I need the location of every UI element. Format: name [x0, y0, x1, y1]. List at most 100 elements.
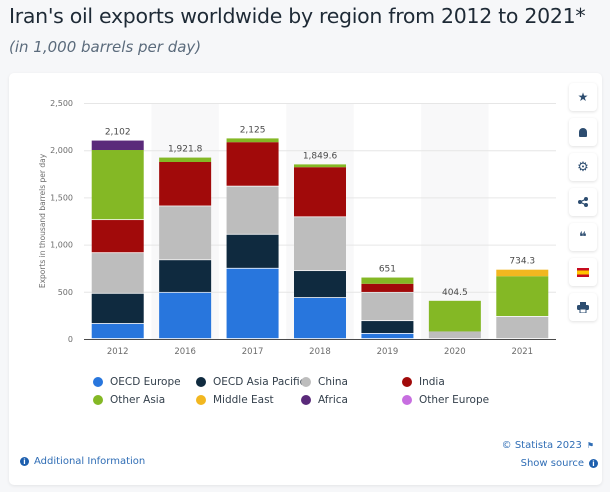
- x-tick-label: 2019: [377, 347, 399, 357]
- x-tick-label: 2018: [309, 347, 331, 357]
- additional-information-label: Additional Information: [34, 456, 146, 467]
- total-label: 2,125: [240, 125, 266, 135]
- bar-segment-oecd-asia-pacific[interactable]: [91, 293, 144, 324]
- share-button[interactable]: [569, 188, 597, 216]
- legend-item[interactable]: OECD Asia Pacific: [196, 376, 305, 388]
- legend-swatch: [402, 395, 412, 405]
- legend-swatch: [196, 377, 206, 387]
- bar-segment-india[interactable]: [91, 220, 144, 253]
- statista-copyright[interactable]: © Statista 2023 ⚑: [502, 440, 594, 451]
- page-title: Iran's oil exports worldwide by region f…: [9, 4, 586, 28]
- y-tick-label: 2,500: [50, 99, 73, 108]
- bar-segment-other-asia[interactable]: [91, 150, 144, 220]
- notification-button[interactable]: [569, 118, 597, 146]
- legend-swatch: [93, 395, 103, 405]
- total-label: 651: [379, 265, 396, 275]
- bar-segment-other-asia[interactable]: [496, 276, 549, 317]
- total-label: 734.3: [509, 257, 535, 267]
- bar-segment-china[interactable]: [294, 217, 346, 271]
- total-label: 2,102: [105, 128, 131, 138]
- total-label: 404.5: [442, 288, 468, 298]
- show-source-link[interactable]: Show source i: [521, 458, 598, 469]
- gear-icon: ⚙: [577, 159, 589, 175]
- legend-label: Middle East: [213, 394, 274, 406]
- bar-segment-oecd-asia-pacific[interactable]: [361, 321, 414, 334]
- bar-segment-oecd-europe[interactable]: [226, 268, 279, 339]
- x-tick-label: 2021: [511, 347, 533, 357]
- bar-segment-oecd-asia-pacific[interactable]: [294, 271, 346, 298]
- print-icon: [577, 301, 589, 313]
- bar-segment-india[interactable]: [159, 162, 212, 206]
- column-band: [421, 103, 489, 339]
- bar-segment-india[interactable]: [361, 283, 414, 292]
- legend-label: OECD Europe: [110, 376, 181, 388]
- copyright-label: © Statista 2023: [501, 440, 582, 451]
- legend-swatch: [93, 377, 103, 387]
- bar-segment-oecd-europe[interactable]: [361, 333, 414, 339]
- legend-label: Other Asia: [110, 394, 166, 406]
- cite-button[interactable]: ❝: [569, 223, 597, 251]
- favorite-button[interactable]: ★: [569, 83, 597, 111]
- bar-segment-china[interactable]: [159, 206, 212, 260]
- legend-item[interactable]: India: [402, 376, 445, 388]
- legend-item[interactable]: China: [301, 376, 348, 388]
- bar-segment-china[interactable]: [361, 292, 414, 321]
- bar-segment-china[interactable]: [226, 186, 279, 234]
- additional-information-link[interactable]: i Additional Information: [20, 456, 145, 467]
- bar-segment-oecd-asia-pacific[interactable]: [226, 234, 279, 268]
- share-icon: [578, 197, 588, 207]
- bar-segment-other-asia[interactable]: [361, 277, 414, 284]
- y-tick-label: 2,000: [50, 146, 73, 155]
- bell-icon: [579, 127, 587, 137]
- x-tick-label: 2016: [174, 347, 196, 357]
- bar-segment-middle-east[interactable]: [496, 269, 549, 277]
- bar-segment-africa[interactable]: [91, 140, 144, 151]
- bar-segment-china[interactable]: [91, 253, 144, 293]
- spain-flag-icon: [577, 267, 589, 277]
- total-label: 1,849.6: [303, 151, 338, 161]
- y-axis-label: Exports in thousand barrels per day: [38, 153, 47, 288]
- legend-swatch: [301, 377, 311, 387]
- language-button[interactable]: [569, 258, 597, 286]
- legend-swatch: [301, 395, 311, 405]
- legend-label: Other Europe: [419, 394, 490, 406]
- print-button[interactable]: [569, 293, 597, 321]
- bar-segment-oecd-europe[interactable]: [294, 297, 346, 339]
- info-icon: i: [20, 457, 29, 466]
- legend-swatch: [196, 395, 206, 405]
- legend-item[interactable]: Africa: [301, 394, 348, 406]
- y-tick-label: 1,500: [50, 193, 73, 202]
- x-tick-label: 2012: [107, 347, 129, 357]
- bar-segment-china[interactable]: [496, 316, 549, 339]
- bar-segment-other-asia[interactable]: [226, 138, 279, 143]
- legend-item[interactable]: OECD Europe: [93, 376, 181, 388]
- legend-swatch: [402, 377, 412, 387]
- y-tick-label: 500: [58, 288, 73, 297]
- y-tick-label: 0: [68, 335, 73, 344]
- legend-label: OECD Asia Pacific: [213, 376, 306, 388]
- bar-segment-china[interactable]: [428, 331, 481, 339]
- bar-segment-oecd-asia-pacific[interactable]: [159, 260, 212, 292]
- bar-segment-india[interactable]: [226, 142, 279, 186]
- legend-label: Africa: [318, 394, 348, 406]
- legend-item[interactable]: Other Europe: [402, 394, 489, 406]
- legend-item[interactable]: Middle East: [196, 394, 274, 406]
- star-icon: ★: [577, 90, 589, 104]
- y-tick-label: 1,000: [50, 241, 73, 250]
- x-tick-label: 2020: [444, 347, 466, 357]
- show-source-label: Show source: [520, 458, 584, 469]
- legend-item[interactable]: Other Asia: [93, 394, 165, 406]
- bar-segment-oecd-europe[interactable]: [91, 323, 144, 339]
- bar-segment-other-asia[interactable]: [294, 164, 346, 168]
- settings-button[interactable]: ⚙: [569, 153, 597, 181]
- bar-segment-india[interactable]: [294, 167, 346, 217]
- legend-label: China: [318, 376, 348, 388]
- bar-segment-other-asia[interactable]: [159, 157, 212, 162]
- page-subtitle: (in 1,000 barrels per day): [9, 38, 202, 56]
- bar-segment-oecd-europe[interactable]: [159, 292, 212, 339]
- flag-icon: ⚑: [586, 441, 594, 450]
- bar-segment-other-asia[interactable]: [428, 300, 481, 332]
- total-label: 1,921.8: [168, 145, 203, 155]
- quote-icon: ❝: [579, 229, 587, 245]
